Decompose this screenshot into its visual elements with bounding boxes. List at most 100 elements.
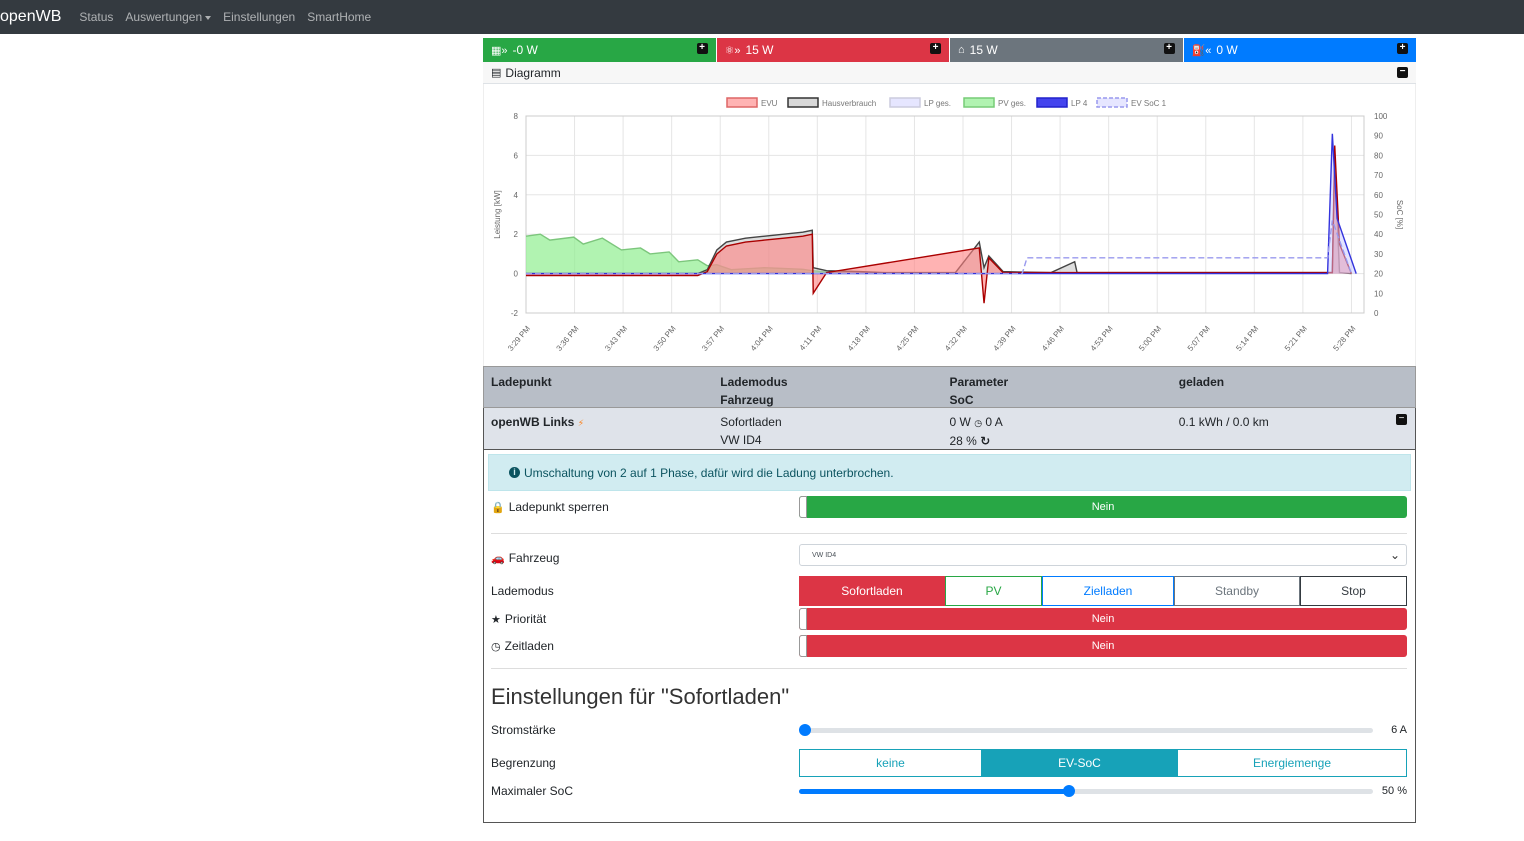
collapse-icon[interactable]: − — [1397, 67, 1408, 78]
plug-icon: ⚡ — [577, 418, 585, 428]
y2-tick-label: 60 — [1374, 191, 1383, 200]
zeitladen-toggle[interactable]: Nein — [799, 635, 1407, 657]
chart-svg: 3:29 PM 3:36 PM 3:43 PM 3:50 PM 3:57 PM 4:04 … — [493, 97, 1404, 353]
expand-icon[interactable]: + — [930, 43, 941, 54]
stromstaerke-slider[interactable] — [799, 722, 1373, 738]
begrenzung-energiemenge-button[interactable]: Energiemenge — [1177, 749, 1407, 777]
header-geladen: geladen — [1179, 373, 1408, 401]
x-tick-label: 3:57 PM — [700, 324, 726, 353]
row-sperren: 🔒 Ladepunkt sperren Nein — [491, 496, 1407, 518]
slider-thumb[interactable] — [799, 724, 811, 736]
begrenzung-evsoc-button[interactable]: EV-SoC — [982, 749, 1177, 777]
y-tick-label: 4 — [514, 191, 519, 200]
x-tick-label: 4:53 PM — [1089, 324, 1115, 353]
legend-label: EV SoC 1 — [1131, 99, 1167, 108]
navbar: openWB Status Auswertungen Einstellungen… — [0, 0, 1524, 34]
legend-label: PV ges. — [998, 99, 1026, 108]
prioritaet-label-wrap: ★ Priorität — [491, 612, 799, 626]
x-tick-label: 3:43 PM — [603, 324, 629, 353]
ladepunkt-row[interactable]: openWB Links ⚡ Sofortladen VW ID4 0 W ◷ 0… — [483, 408, 1416, 450]
begrenzung-buttons: keine EV-SoC Energiemenge — [799, 749, 1407, 777]
legend-label: LP ges. — [924, 99, 951, 108]
card-evu[interactable]: ▦» -0 W + — [483, 38, 717, 62]
x-tick-label: 5:00 PM — [1137, 324, 1163, 353]
alert-text: Umschaltung von 2 auf 1 Phase, dafür wir… — [524, 465, 894, 480]
series-line — [526, 220, 1353, 275]
x-tick-label: 4:04 PM — [749, 324, 775, 353]
fahrzeug-label: Fahrzeug — [508, 551, 560, 565]
header-lademodus: Lademodus Fahrzeug — [720, 373, 949, 407]
card-evu-value: -0 W — [512, 43, 538, 57]
nav-einstellungen[interactable]: Einstellungen — [223, 10, 296, 24]
prioritaet-label: Priorität — [504, 612, 547, 626]
x-tick-label: 4:46 PM — [1040, 324, 1066, 353]
card-house[interactable]: ⌂ 15 W + — [950, 38, 1184, 62]
y2-tick-label: 100 — [1374, 112, 1388, 121]
maxsoc-label: Maximaler SoC — [491, 784, 574, 798]
nav-smarthome[interactable]: SmartHome — [307, 10, 372, 24]
y-axis-label: Leistung [kW] — [493, 190, 502, 238]
y2-tick-label: 90 — [1374, 132, 1383, 141]
toggle-handle — [799, 496, 807, 518]
table-header: Ladepunkt Lademodus Fahrzeug Parameter SoC… — [483, 366, 1416, 408]
card-lp[interactable]: ⛽« 0 W + — [1183, 38, 1416, 62]
y2-tick-label: 50 — [1374, 211, 1383, 220]
series-area — [526, 234, 860, 274]
toggle-handle — [799, 635, 807, 657]
sperren-toggle[interactable]: Nein — [799, 496, 1407, 518]
nav-auswertungen[interactable]: Auswertungen — [125, 10, 212, 24]
power-cards: ▦» -0 W + ⚛» 15 W + ⌂ 15 W + ⛽« 0 W + — [483, 38, 1416, 62]
header-geladen-label: geladen — [1178, 375, 1225, 389]
mode-pv-button[interactable]: PV — [945, 576, 1042, 606]
series-area — [526, 133, 1357, 274]
lp-name-cell: openWB Links ⚡ — [491, 413, 720, 444]
x-tick-label: 5:14 PM — [1234, 324, 1260, 353]
legend-label: EVU — [761, 99, 778, 108]
fahrzeug-select[interactable]: VW ID4 ⌄ — [799, 544, 1407, 566]
divider — [491, 533, 1407, 534]
slider-track — [799, 789, 1373, 794]
y-tick-label: 8 — [514, 112, 519, 121]
lp-mode: Sofortladen — [720, 415, 782, 429]
mode-zielladen-button[interactable]: Zielladen — [1042, 576, 1174, 606]
stromstaerke-value: 6 A — [1391, 724, 1407, 736]
lp-mode-cell: Sofortladen VW ID4 — [720, 413, 949, 447]
legend-swatch — [726, 97, 758, 108]
slider-track — [799, 728, 1373, 733]
mode-sofortladen-button[interactable]: Sofortladen — [799, 576, 945, 606]
legend-swatch — [889, 97, 921, 108]
lp-soc: 28 % — [949, 434, 977, 448]
lademodus-label: Lademodus — [491, 584, 554, 598]
x-tick-label: 3:29 PM — [506, 324, 532, 353]
expand-icon[interactable]: + — [1397, 43, 1408, 54]
card-pv[interactable]: ⚛» 15 W + — [716, 38, 950, 62]
nav-status[interactable]: Status — [79, 10, 114, 24]
y-tick-label: -2 — [511, 309, 519, 318]
x-tick-label: 4:32 PM — [943, 324, 969, 353]
diagram-header[interactable]: ▤ Diagramm − — [483, 62, 1416, 84]
mode-stop-button[interactable]: Stop — [1300, 576, 1407, 606]
y2-tick-label: 40 — [1374, 230, 1383, 239]
x-tick-label: 4:39 PM — [992, 324, 1018, 353]
legend-swatch — [963, 97, 995, 108]
y-tick-label: 2 — [514, 230, 519, 239]
row-begrenzung: Begrenzung keine EV-SoC Energiemenge — [491, 749, 1407, 777]
expand-icon[interactable]: + — [696, 43, 708, 54]
begrenzung-keine-button[interactable]: keine — [799, 749, 982, 777]
prioritaet-toggle[interactable]: Nein — [799, 608, 1407, 630]
expand-icon[interactable]: + — [1163, 43, 1175, 54]
card-pv-value: 15 W — [745, 43, 774, 57]
mode-standby-button[interactable]: Standby — [1174, 576, 1300, 606]
collapse-icon[interactable]: − — [1396, 414, 1407, 425]
legend-label: Hausverbrauch — [822, 99, 876, 108]
header-lademodus-label: Lademodus — [720, 375, 788, 389]
y2-tick-label: 80 — [1374, 151, 1383, 160]
refresh-icon[interactable]: ↻ — [980, 434, 991, 448]
maxsoc-slider[interactable] — [799, 783, 1373, 799]
brand-logo[interactable]: openWB — [0, 8, 62, 25]
row-stromstaerke: Stromstärke 6 A — [491, 722, 1407, 738]
y-tick-label: 6 — [514, 151, 519, 160]
slider-thumb[interactable] — [1063, 785, 1076, 797]
grid-icon: ▦» — [491, 44, 508, 57]
plot-frame — [525, 115, 1365, 314]
